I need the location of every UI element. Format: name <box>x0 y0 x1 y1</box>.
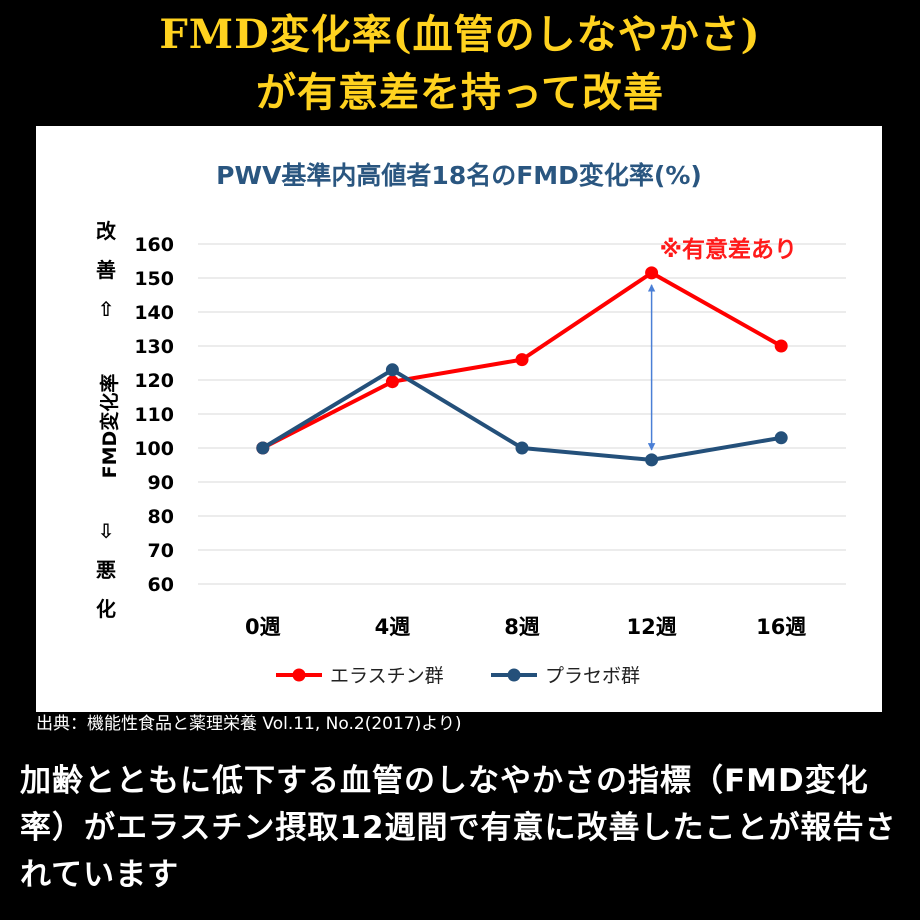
y-axis-label: FMD変化率 <box>98 374 121 479</box>
y-tick-labels: 60 70 80 90 100 110 120 130 140 150 160 <box>134 234 174 596</box>
data-point <box>256 441 270 455</box>
headline-line-2: が有意差を持って改善 <box>256 69 664 116</box>
legend: エラスチン群 プラセボ群 <box>276 665 640 687</box>
y-axis-improve-char: 改 <box>96 219 117 243</box>
y-tick-label: 150 <box>134 268 174 290</box>
data-point <box>645 266 659 280</box>
y-tick-label: 130 <box>134 336 174 358</box>
y-axis-worsen-char: 化 <box>96 597 116 621</box>
x-tick-label: 0週 <box>245 615 281 639</box>
legend-swatch-marker <box>507 668 521 682</box>
legend-entry: エラスチン群 <box>330 665 444 687</box>
y-tick-label: 110 <box>134 404 174 426</box>
caption-text: 加齢とともに低下する血管のしなやかさの指標（FMD変化率）がエラスチン摂取12週… <box>20 763 897 893</box>
headline-line-1: FMD変化率(血管のしなやかさ) <box>159 11 761 58</box>
y-tick-label: 120 <box>134 370 174 392</box>
y-axis-improve-char: ⇧ <box>98 297 115 321</box>
data-point <box>645 453 659 467</box>
y-axis-worsen-label: ⇩ 悪化 <box>96 519 116 621</box>
x-tick-label: 4週 <box>375 615 411 639</box>
legend-swatch-marker <box>292 668 306 682</box>
chart-card: PWV基準内高値者18名のFMD変化率(%) FMD変化率 改善 ⇧ ⇩ 悪化 60… <box>36 126 882 712</box>
x-tick-label: 16週 <box>756 615 806 639</box>
y-axis-improve-label: 改善 ⇧ <box>96 219 117 321</box>
series-2 <box>256 363 788 467</box>
data-point <box>515 353 529 367</box>
x-tick-label: 8週 <box>504 615 540 639</box>
data-point <box>385 363 399 377</box>
y-tick-label: 100 <box>134 438 174 460</box>
y-axis-worsen-char: ⇩ <box>98 519 115 543</box>
y-tick-label: 70 <box>148 540 174 562</box>
y-tick-label: 60 <box>148 574 174 596</box>
series-lines <box>256 266 788 467</box>
x-tick-label: 12週 <box>626 615 676 639</box>
grid-lines <box>198 243 846 585</box>
y-tick-label: 90 <box>148 472 174 494</box>
y-tick-label: 80 <box>148 506 174 528</box>
significance-annotation: ※有意差あり <box>660 236 797 263</box>
fmd-line-chart: PWV基準内高値者18名のFMD変化率(%) FMD変化率 改善 ⇧ ⇩ 悪化 60… <box>96 161 846 687</box>
data-point <box>774 431 788 445</box>
y-tick-label: 140 <box>134 302 174 324</box>
series-1 <box>256 266 788 455</box>
data-point <box>385 375 399 389</box>
chart-title: PWV基準内高値者18名のFMD変化率(%) <box>216 161 702 190</box>
y-axis-improve-char: 善 <box>96 258 116 282</box>
source-citation: 出典：機能性食品と薬理栄養 Vol.11, No.2(2017)より) <box>36 714 462 734</box>
y-tick-label: 160 <box>134 234 174 256</box>
data-point <box>515 441 529 455</box>
data-point <box>774 339 788 353</box>
x-tick-labels: 0週 4週 8週 12週 16週 <box>245 615 806 639</box>
legend-entry: プラセボ群 <box>545 665 640 687</box>
y-axis-worsen-char: 悪 <box>96 558 116 582</box>
